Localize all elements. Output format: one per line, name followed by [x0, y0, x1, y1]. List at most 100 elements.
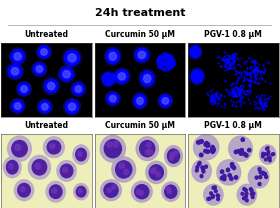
- Ellipse shape: [36, 66, 43, 72]
- Ellipse shape: [234, 150, 238, 154]
- Ellipse shape: [169, 156, 173, 161]
- Ellipse shape: [262, 154, 264, 157]
- Ellipse shape: [198, 161, 201, 165]
- Ellipse shape: [190, 46, 200, 58]
- Ellipse shape: [267, 150, 270, 153]
- Ellipse shape: [217, 160, 241, 185]
- Ellipse shape: [243, 152, 246, 156]
- Ellipse shape: [250, 193, 253, 195]
- Ellipse shape: [113, 68, 130, 85]
- Ellipse shape: [9, 48, 26, 65]
- Ellipse shape: [73, 145, 89, 164]
- Ellipse shape: [220, 170, 224, 173]
- Ellipse shape: [214, 190, 217, 193]
- Ellipse shape: [198, 140, 202, 144]
- Ellipse shape: [8, 136, 31, 161]
- Text: PGV-1 0.8 μM: PGV-1 0.8 μM: [204, 120, 262, 130]
- Ellipse shape: [76, 186, 86, 197]
- Ellipse shape: [135, 48, 148, 62]
- Ellipse shape: [192, 160, 211, 182]
- Ellipse shape: [189, 68, 205, 85]
- Ellipse shape: [231, 165, 234, 168]
- Ellipse shape: [106, 141, 112, 147]
- Ellipse shape: [11, 50, 24, 63]
- Ellipse shape: [106, 49, 120, 64]
- Ellipse shape: [60, 68, 73, 81]
- Ellipse shape: [8, 64, 22, 78]
- Ellipse shape: [248, 166, 269, 188]
- Text: Untreated: Untreated: [25, 30, 69, 39]
- Text: Untreated: Untreated: [25, 120, 69, 130]
- Ellipse shape: [206, 144, 209, 147]
- Text: Curcumin 50 μM: Curcumin 50 μM: [105, 120, 175, 130]
- Ellipse shape: [230, 163, 234, 166]
- Text: PGV-1 0.8 μM: PGV-1 0.8 μM: [204, 30, 262, 39]
- Ellipse shape: [123, 169, 129, 175]
- Ellipse shape: [237, 184, 256, 205]
- Ellipse shape: [246, 199, 248, 202]
- Ellipse shape: [245, 189, 247, 192]
- Ellipse shape: [230, 177, 233, 180]
- Ellipse shape: [245, 195, 248, 198]
- Ellipse shape: [259, 171, 262, 174]
- Ellipse shape: [139, 69, 156, 88]
- Ellipse shape: [166, 186, 170, 191]
- Ellipse shape: [204, 149, 207, 153]
- Ellipse shape: [136, 190, 141, 194]
- Ellipse shape: [248, 148, 251, 152]
- Ellipse shape: [135, 185, 149, 199]
- Ellipse shape: [195, 169, 198, 172]
- Ellipse shape: [212, 148, 215, 151]
- Ellipse shape: [165, 185, 177, 198]
- Ellipse shape: [60, 164, 73, 178]
- Ellipse shape: [162, 98, 169, 104]
- Ellipse shape: [267, 153, 269, 155]
- Ellipse shape: [137, 97, 143, 105]
- Ellipse shape: [232, 166, 236, 170]
- Ellipse shape: [68, 103, 76, 110]
- Ellipse shape: [156, 172, 160, 177]
- Ellipse shape: [42, 104, 48, 110]
- Ellipse shape: [167, 149, 179, 163]
- Ellipse shape: [197, 163, 200, 166]
- Ellipse shape: [207, 197, 210, 200]
- Ellipse shape: [211, 149, 215, 153]
- Ellipse shape: [115, 70, 129, 83]
- Ellipse shape: [170, 152, 174, 157]
- Ellipse shape: [132, 92, 148, 110]
- Ellipse shape: [216, 194, 219, 197]
- Ellipse shape: [145, 150, 150, 155]
- Ellipse shape: [107, 93, 119, 105]
- Ellipse shape: [149, 165, 163, 180]
- Ellipse shape: [212, 195, 214, 198]
- Ellipse shape: [241, 138, 244, 141]
- Ellipse shape: [208, 197, 211, 200]
- Ellipse shape: [43, 77, 60, 95]
- Ellipse shape: [63, 71, 70, 78]
- Ellipse shape: [150, 169, 155, 173]
- Ellipse shape: [204, 143, 207, 146]
- Ellipse shape: [205, 165, 207, 168]
- Ellipse shape: [162, 182, 180, 201]
- Ellipse shape: [265, 175, 268, 178]
- Ellipse shape: [260, 145, 276, 164]
- Ellipse shape: [159, 95, 171, 107]
- Ellipse shape: [21, 86, 27, 92]
- Ellipse shape: [234, 176, 238, 179]
- Ellipse shape: [206, 150, 209, 153]
- Ellipse shape: [41, 49, 47, 55]
- Ellipse shape: [148, 149, 153, 155]
- Ellipse shape: [259, 176, 262, 179]
- Ellipse shape: [107, 188, 111, 193]
- Ellipse shape: [205, 141, 208, 145]
- Ellipse shape: [134, 94, 146, 108]
- Text: Curcumin 50 μM: Curcumin 50 μM: [105, 30, 175, 39]
- Ellipse shape: [109, 95, 116, 102]
- Ellipse shape: [18, 183, 30, 197]
- Ellipse shape: [261, 172, 264, 175]
- Ellipse shape: [118, 73, 125, 80]
- Ellipse shape: [63, 98, 81, 115]
- Ellipse shape: [71, 81, 86, 97]
- Ellipse shape: [112, 157, 136, 182]
- Ellipse shape: [68, 54, 76, 62]
